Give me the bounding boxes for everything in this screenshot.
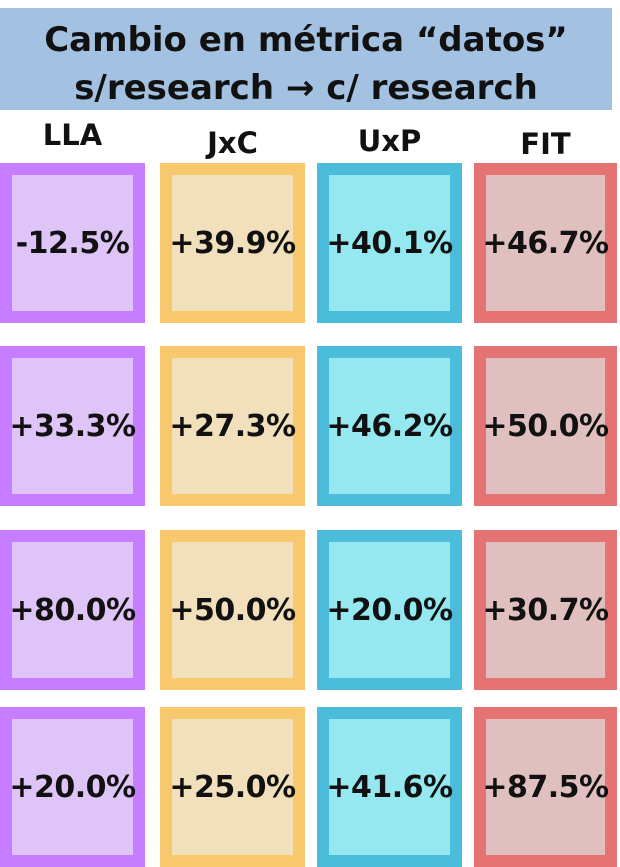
column-header-lla: LLA xyxy=(42,118,103,152)
cell-uxp-row-2: +46.2% xyxy=(317,346,462,506)
cell-value: +39.9% xyxy=(169,225,296,261)
cell-value: +80.0% xyxy=(9,592,136,628)
cell-value: +87.5% xyxy=(482,769,609,805)
cell-value: -12.5% xyxy=(15,225,130,261)
cell-value: +41.6% xyxy=(326,769,453,805)
cell-value: +40.1% xyxy=(326,225,453,261)
column-header-jxc: JxC xyxy=(207,126,258,160)
cell-lla-row-4: +20.0% xyxy=(0,707,145,867)
cell-uxp-row-3: +20.0% xyxy=(317,530,462,690)
cell-fit-row-1: +46.7% xyxy=(474,163,617,323)
cell-value: +46.2% xyxy=(326,408,453,444)
column-header-uxp: UxP xyxy=(357,124,422,158)
chart-title-line-1: Cambio en métrica “datos” xyxy=(44,20,568,60)
cell-lla-row-3: +80.0% xyxy=(0,530,145,690)
cell-value: +33.3% xyxy=(9,408,136,444)
cell-value: +50.0% xyxy=(482,408,609,444)
cell-value: +27.3% xyxy=(169,408,296,444)
cell-jxc-row-3: +50.0% xyxy=(160,530,305,690)
cell-value: +30.7% xyxy=(482,592,609,628)
title-banner: Cambio en métrica “datos” s/research → c… xyxy=(0,8,612,110)
cell-value: +20.0% xyxy=(9,769,136,805)
cell-lla-row-1: -12.5% xyxy=(0,163,145,323)
chart-title-line-2: s/research → c/ research xyxy=(74,68,538,108)
cell-jxc-row-4: +25.0% xyxy=(160,707,305,867)
cell-uxp-row-1: +40.1% xyxy=(317,163,462,323)
cell-value: +50.0% xyxy=(169,592,296,628)
cell-value: +25.0% xyxy=(169,769,296,805)
cell-fit-row-2: +50.0% xyxy=(474,346,617,506)
cell-fit-row-3: +30.7% xyxy=(474,530,617,690)
cell-fit-row-4: +87.5% xyxy=(474,707,617,867)
cell-jxc-row-2: +27.3% xyxy=(160,346,305,506)
cell-uxp-row-4: +41.6% xyxy=(317,707,462,867)
cell-jxc-row-1: +39.9% xyxy=(160,163,305,323)
column-header-fit: FIT xyxy=(520,127,571,161)
cell-value: +46.7% xyxy=(482,225,609,261)
cell-lla-row-2: +33.3% xyxy=(0,346,145,506)
cell-value: +20.0% xyxy=(326,592,453,628)
